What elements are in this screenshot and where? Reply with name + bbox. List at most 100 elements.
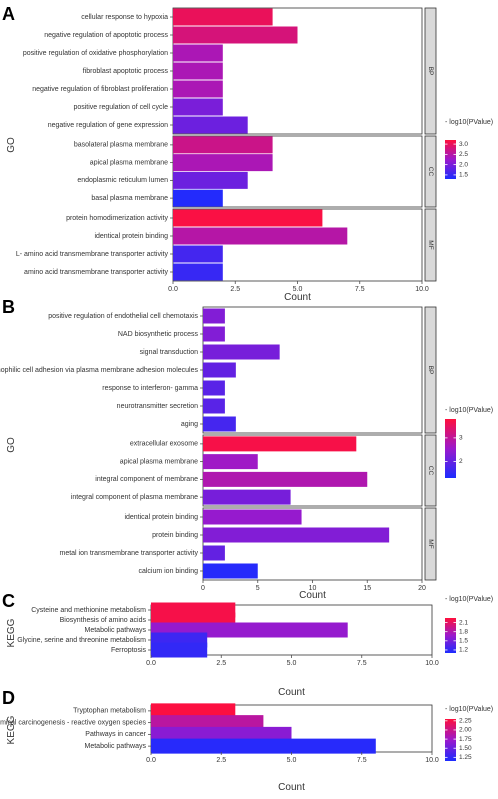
term-label: Glycine, serine and threonine metabolism bbox=[17, 637, 146, 644]
legend-tick-label: 1.50 bbox=[459, 745, 472, 752]
term-label: endoplasmic reticulum lumen bbox=[77, 177, 168, 184]
x-axis-title: Count bbox=[299, 590, 326, 601]
bar-positive-regulation-of-cell-cycle bbox=[173, 98, 223, 116]
bar-nad-biosynthetic-process bbox=[203, 326, 225, 342]
bar-aging bbox=[203, 416, 236, 432]
term-label: positive regulation of endothelial cell … bbox=[48, 313, 198, 320]
panel-b: BP positive regulation of endothelial cel… bbox=[0, 306, 493, 601]
term-label: identical protein binding bbox=[94, 233, 168, 240]
legend-tick-label: 2 bbox=[459, 458, 463, 465]
term-label: cellular response to hypoxia bbox=[81, 14, 168, 21]
term-label: integral component of plasma membrane bbox=[71, 494, 198, 501]
y-axis-title: KEGG bbox=[6, 715, 17, 744]
x-axis-title: Count bbox=[284, 292, 311, 303]
term-label: neurotransmitter secretion bbox=[117, 403, 198, 410]
legend-title: - log10(PValue) bbox=[445, 706, 493, 713]
term-label: NAD biosynthetic process bbox=[118, 331, 199, 338]
legend-tick-label: 2.5 bbox=[459, 151, 468, 158]
x-axis-title: Count bbox=[278, 687, 305, 698]
bar-positive-regulation-of-oxidative-phosphorylation bbox=[173, 44, 223, 62]
x-tick-label: 10.0 bbox=[425, 757, 439, 764]
legend-tick-label: 2.00 bbox=[459, 727, 472, 734]
legend-title: - log10(PValue) bbox=[445, 407, 493, 414]
panel-letter-b: B bbox=[2, 297, 15, 317]
legend-title: - log10(PValue) bbox=[445, 119, 493, 126]
x-tick-label: 2.5 bbox=[216, 757, 226, 764]
bar-identical-protein-binding bbox=[203, 509, 302, 525]
facet-label-mf: MF bbox=[427, 539, 434, 548]
bar-response-to-interferon-gamma bbox=[203, 380, 225, 396]
x-tick-label: 5 bbox=[256, 585, 260, 592]
bar-endoplasmic-reticulum-lumen bbox=[173, 171, 248, 189]
facet-strip bbox=[424, 434, 437, 507]
legend-tick-label: 1.5 bbox=[459, 638, 468, 645]
bar-amino-acid-transmembrane-transporter-activity bbox=[173, 263, 223, 281]
x-tick-label: 15 bbox=[363, 585, 371, 592]
term-label: positive regulation of cell cycle bbox=[73, 104, 168, 111]
term-label: amino acid transmembrane transporter act… bbox=[24, 269, 168, 276]
term-label: Metabolic pathways bbox=[85, 627, 147, 634]
term-label: Pathways in cancer bbox=[85, 731, 146, 738]
x-tick-label: 10.0 bbox=[425, 660, 439, 667]
term-label: negative regulation of apoptotic process bbox=[44, 32, 168, 39]
term-label: Ferroptosis bbox=[111, 647, 147, 654]
y-axis-title: GO bbox=[6, 437, 17, 453]
x-tick-label: 0.0 bbox=[146, 660, 156, 667]
legend-tick-label: 1.2 bbox=[459, 647, 468, 654]
facet-strip bbox=[424, 135, 437, 208]
bar-apical-plasma-membrane bbox=[203, 454, 258, 470]
bar-basal-plasma-membrane bbox=[173, 189, 223, 207]
facet-frame bbox=[202, 306, 423, 434]
x-tick-label: 7.5 bbox=[357, 660, 367, 667]
bar-cellular-response-to-hypoxia bbox=[173, 8, 273, 26]
term-label: basolateral plasma membrane bbox=[74, 142, 168, 149]
panel-d: Tryptophan metabolism Chemical carcinogen… bbox=[0, 703, 493, 793]
facet-label-mf: MF bbox=[427, 240, 434, 249]
bar-metabolic-pathways bbox=[151, 738, 376, 754]
term-label: metal ion transmembrane transporter acti… bbox=[60, 550, 199, 557]
bar-pathways-in-cancer bbox=[151, 726, 292, 742]
x-tick-label: 10.0 bbox=[415, 286, 429, 293]
term-label: basal plasma membrane bbox=[91, 195, 168, 202]
x-tick-label: 20 bbox=[418, 585, 426, 592]
bar-positive-regulation-of-endothelial-cell-chemotaxis bbox=[203, 308, 225, 324]
term-label: identical protein binding bbox=[124, 514, 198, 521]
panel-letter-a: A bbox=[2, 4, 15, 24]
x-tick-label: 0.0 bbox=[168, 286, 178, 293]
facet-strip bbox=[424, 7, 437, 135]
bar-calcium-ion-binding bbox=[203, 563, 258, 579]
term-label: Tryptophan metabolism bbox=[73, 708, 146, 715]
panel-letter-d: D bbox=[2, 688, 15, 708]
bar-basolateral-plasma-membrane bbox=[173, 136, 273, 154]
term-label: protein homodimerization activity bbox=[66, 215, 168, 222]
bar-negative-regulation-of-gene-expression bbox=[173, 116, 248, 134]
bar-signal-transduction bbox=[203, 344, 280, 360]
bar-metal-ion-transmembrane-transporter-activity bbox=[203, 545, 225, 561]
term-label: protein binding bbox=[152, 532, 198, 539]
legend-tick-label: 3 bbox=[459, 435, 463, 442]
panel-letter-c: C bbox=[2, 591, 15, 611]
term-label: Biosynthesis of amino acids bbox=[60, 617, 147, 624]
term-label: apical plasma membrane bbox=[90, 159, 168, 166]
facet-strip bbox=[424, 306, 437, 434]
legend-tick-label: 2.25 bbox=[459, 718, 472, 725]
bar-protein-homodimerization-activity bbox=[173, 209, 323, 227]
term-label: Cysteine and methionine metabolism bbox=[31, 607, 146, 614]
legend-tick-label: 1.8 bbox=[459, 628, 468, 635]
x-tick-label: 7.5 bbox=[357, 757, 367, 764]
x-axis-title: Count bbox=[278, 782, 305, 793]
term-label: Chemical carcinogenesis - reactive oxyge… bbox=[0, 719, 146, 726]
bar-homophilic-cell-adhesion-via-plasma-membrane-adhesion-molecules bbox=[203, 362, 236, 378]
term-label: fibroblast apoptotic process bbox=[83, 68, 169, 75]
term-label: signal transduction bbox=[140, 349, 198, 356]
facet-strip bbox=[424, 208, 437, 282]
x-tick-label: 0.0 bbox=[146, 757, 156, 764]
x-tick-label: 2.5 bbox=[230, 286, 240, 293]
legend-tick-label: 1.25 bbox=[459, 754, 472, 761]
legend-colorbar bbox=[445, 618, 456, 653]
bar-l-amino-acid-transmembrane-transporter-activity bbox=[173, 245, 223, 263]
legend-tick-label: 3.0 bbox=[459, 141, 468, 148]
legend-colorbar bbox=[445, 719, 456, 761]
x-tick-label: 5.0 bbox=[287, 757, 297, 764]
panel-c: Cysteine and methionine metabolism Biosyn… bbox=[6, 596, 493, 698]
